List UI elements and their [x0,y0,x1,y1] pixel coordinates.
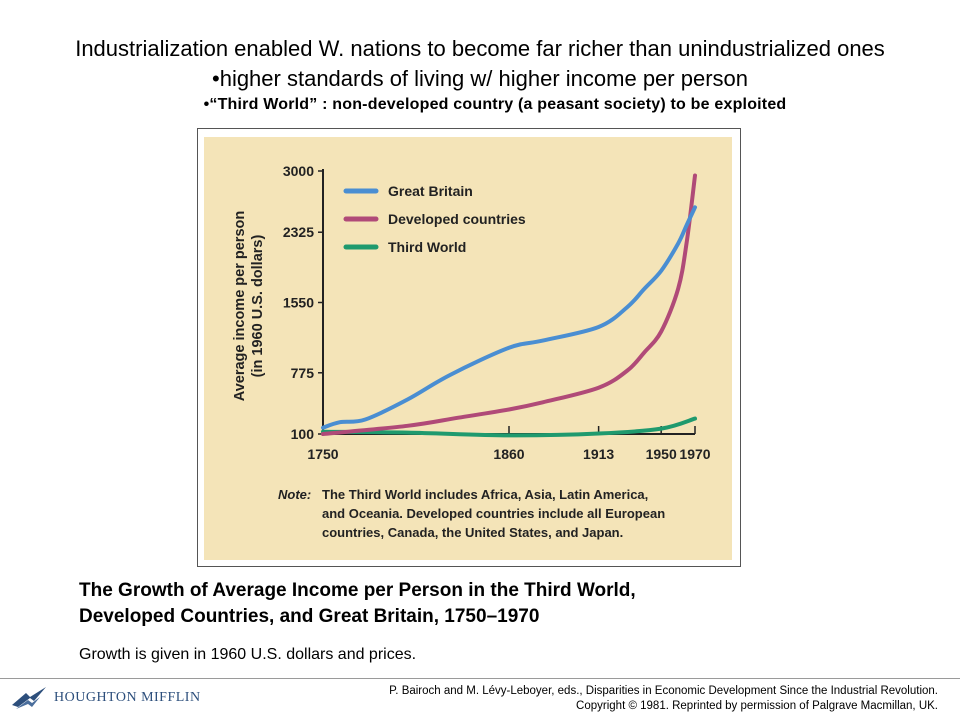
income-line-chart: 100 775 1550 2325 3000 1750 1860 1913 1950 1970 G… [204,137,732,560]
caption-line-1: The Growth of Average Income per Person … [79,580,636,601]
source-line-2: Copyright © 1981. Reprinted by permissio… [576,700,938,712]
legend-label-third-world: Third World [388,239,466,255]
legend-label-developed-countries: Developed countries [388,211,526,227]
figure-subcaption: Growth is given in 1960 U.S. dollars and… [79,646,417,663]
chart-note-label: Note: [278,487,311,502]
caption-line-2: Developed Countries, and Great Britain, … [79,606,540,627]
chart-note-line-1: The Third World includes Africa, Asia, L… [322,487,648,502]
chart-background [204,137,732,560]
x-tick-label: 1750 [307,446,338,462]
y-tick-label: 775 [291,365,315,381]
publisher-logo: HOUGHTON MIFFLIN [10,685,201,711]
chart-figure: 100 775 1550 2325 3000 1750 1860 1913 1950 1970 G… [197,128,741,567]
chart-note-line-2: and Oceania. Developed countries include… [322,506,665,521]
series-line-third-world [321,416,697,438]
x-tick-label: 1913 [583,446,614,462]
x-tick-label: 1970 [679,446,710,462]
x-tick-label: 1860 [493,446,524,462]
series-line-developed-countries [321,173,697,436]
slide-title: Industrialization enabled W. nations to … [75,36,885,61]
chart-note-line-3: countries, Canada, the United States, an… [322,525,623,540]
x-tick-label: 1950 [646,446,677,462]
y-tick-label: 100 [291,426,315,442]
legend-label-great-britain: Great Britain [388,183,473,199]
source-line-1: P. Bairoch and M. Lévy-Leboyer, eds., Di… [389,685,938,697]
figure-caption: The Growth of Average Income per Person … [79,578,636,630]
bullet-point-third-world: •“Third World” : non-developed country (… [203,96,787,113]
series-line-great-britain [321,205,697,430]
y-tick-label: 1550 [283,295,314,311]
y-axis-label-units: (in 1960 U.S. dollars) [250,235,266,378]
source-credit: P. Bairoch and M. Lévy-Leboyer, eds., Di… [389,684,938,714]
y-tick-label: 2325 [283,224,314,240]
y-axis-label: Average income per person [232,211,248,401]
publisher-name: HOUGHTON MIFFLIN [54,690,201,705]
bird-icon [12,687,46,709]
bullet-point-income: •higher standards of living w/ higher in… [212,66,748,91]
footer-divider [0,678,960,679]
y-tick-label: 3000 [283,163,314,179]
